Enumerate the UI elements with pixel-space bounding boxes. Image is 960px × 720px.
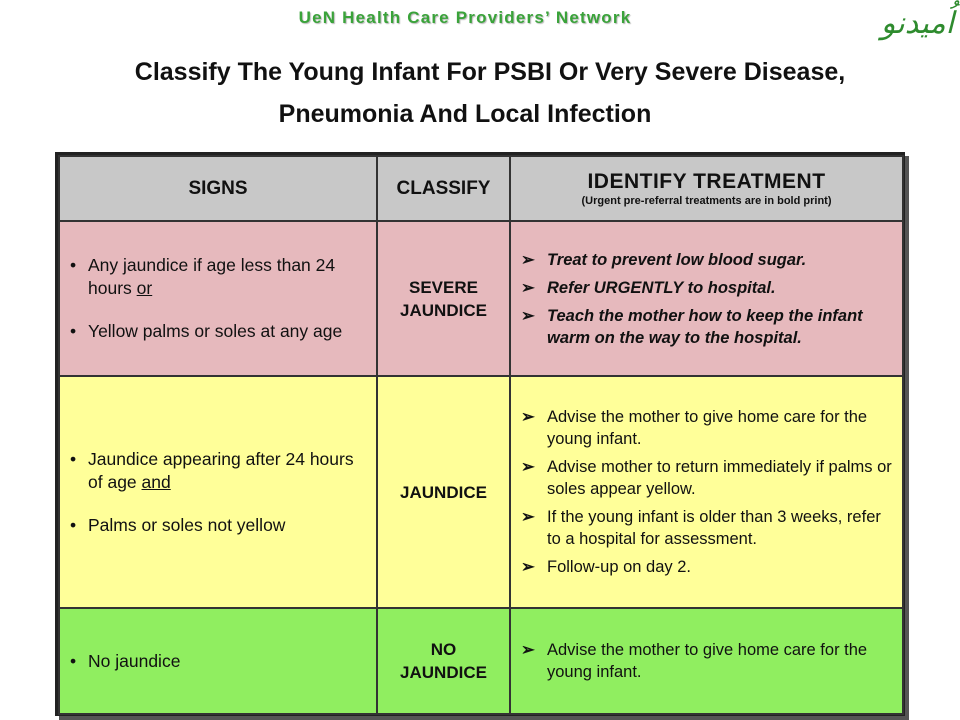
treatment-text: Teach the mother how to keep the infant … <box>547 306 863 347</box>
sign-text: No jaundice <box>88 650 181 671</box>
arrow-bullet-icon: ➢ <box>521 278 535 297</box>
org-name: UeN Health Care Providers’ Network <box>298 8 632 27</box>
slide-title-line1: Classify The Young Infant For PSBI Or Ve… <box>134 58 846 86</box>
table-row-severe-jaundice: • Any jaundice if age less than 24 hours… <box>58 220 904 377</box>
classify-cell: JAUNDICE <box>376 375 511 609</box>
sign-item: • Jaundice appearing after 24 hours of a… <box>68 448 368 494</box>
sign-item: • Palms or soles not yellow <box>68 514 368 537</box>
sign-text: Any jaundice if age less than 24 hours <box>88 255 336 298</box>
treatment-item: ➢ Teach the mother how to keep the infant… <box>519 305 892 349</box>
treatment-cell: ➢ Advise the mother to give home care for… <box>509 375 904 609</box>
classification-line: JAUNDICE <box>400 663 487 682</box>
header-treatment-title: IDENTIFY TREATMENT <box>587 170 826 193</box>
bullet-icon: • <box>70 650 77 671</box>
header-classify: CLASSIFY <box>376 155 511 222</box>
sign-item: • Yellow palms or soles at any age <box>68 320 368 343</box>
treatment-item: ➢ Advise the mother to give home care for… <box>519 406 892 450</box>
treatment-text: If the young infant is older than 3 week… <box>547 508 881 548</box>
signs-cell: • Jaundice appearing after 24 hours of a… <box>58 375 378 609</box>
treatment-item: ➢ Advise the mother to give home care for… <box>519 639 892 683</box>
treatment-item: ➢ Follow-up on day 2. <box>519 556 892 578</box>
table-row-jaundice: • Jaundice appearing after 24 hours of a… <box>58 375 904 609</box>
bullet-icon: • <box>70 255 77 275</box>
table-header-row: SIGNS CLASSIFY IDENTIFY TREATMENT (Urgen… <box>58 155 904 222</box>
sign-conjunction: or <box>136 278 153 298</box>
arrow-bullet-icon: ➢ <box>521 250 535 269</box>
treatment-cell: ➢ Advise the mother to give home care for… <box>509 607 904 715</box>
classification-line: SEVERE <box>409 277 478 297</box>
treatment-text: Advise the mother to give home care for … <box>547 641 868 681</box>
logo: اُمیدنو <box>880 6 954 41</box>
sign-item: • No jaundice <box>68 650 368 673</box>
classify-cell: NO JAUNDICE <box>376 607 511 715</box>
signs-cell: • No jaundice <box>58 607 378 715</box>
sign-text: Yellow palms or soles at any age <box>88 321 343 341</box>
header-treatment: IDENTIFY TREATMENT (Urgent pre-referral … <box>509 155 904 222</box>
sign-conjunction: and <box>141 471 171 492</box>
classification-line: JAUNDICE <box>400 300 487 320</box>
slide-title-line2: Pneumonia And Local Infection <box>278 100 652 128</box>
classify-cell: SEVERE JAUNDICE <box>376 220 511 377</box>
arrow-bullet-icon: ➢ <box>521 641 535 659</box>
sign-item: • Any jaundice if age less than 24 hours… <box>68 254 368 300</box>
bullet-icon: • <box>70 448 77 469</box>
treatment-item: ➢ If the young infant is older than 3 wee… <box>519 506 892 550</box>
arrow-bullet-icon: ➢ <box>521 558 535 576</box>
sign-text: Palms or soles not yellow <box>88 514 286 535</box>
arrow-bullet-icon: ➢ <box>521 508 535 526</box>
sign-text: Jaundice appearing after 24 hours of age <box>88 448 354 492</box>
classification-line: NO <box>430 640 457 659</box>
arrow-bullet-icon: ➢ <box>521 408 535 426</box>
bullet-icon: • <box>70 514 77 535</box>
treatment-text: Advise mother to return immediately if p… <box>547 458 892 498</box>
header-signs: SIGNS <box>58 155 378 222</box>
arrow-bullet-icon: ➢ <box>521 306 535 325</box>
classification-line: JAUNDICE <box>400 482 487 502</box>
treatment-item: ➢ Treat to prevent low blood sugar. <box>519 249 892 271</box>
arrow-bullet-icon: ➢ <box>521 458 535 476</box>
treatment-item: ➢ Advise mother to return immediately if … <box>519 456 892 500</box>
classification-table: SIGNS CLASSIFY IDENTIFY TREATMENT (Urgen… <box>55 152 905 716</box>
header-treatment-note: (Urgent pre-referral treatments are in b… <box>581 195 832 207</box>
treatment-cell: ➢ Treat to prevent low blood sugar. ➢ Refe… <box>509 220 904 377</box>
table-row-no-jaundice: • No jaundice NO JAUNDICE ➢ Advise the mo… <box>58 607 904 715</box>
treatment-text: Treat to prevent low blood sugar. <box>547 250 807 269</box>
treatment-text: Refer URGENTLY to hospital. <box>547 278 776 297</box>
treatment-text: Follow-up on day 2. <box>547 558 691 576</box>
treatment-text: Advise the mother to give home care for … <box>547 408 868 448</box>
bullet-icon: • <box>70 321 77 341</box>
signs-cell: • Any jaundice if age less than 24 hours… <box>58 220 378 377</box>
treatment-item: ➢ Refer URGENTLY to hospital. <box>519 277 892 299</box>
